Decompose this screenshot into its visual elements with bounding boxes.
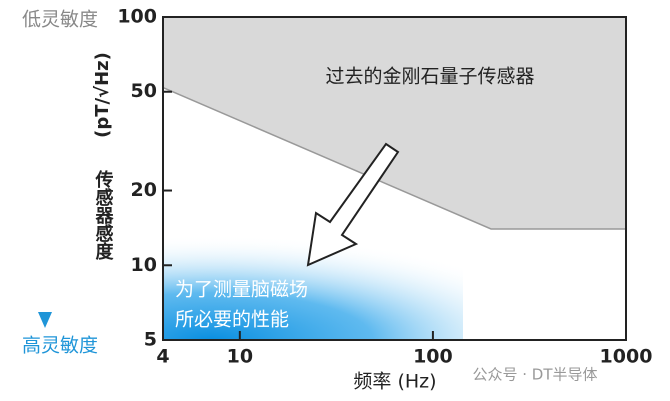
area [163,17,626,229]
watermark: 公众号 · DT半导体 [472,366,597,384]
x-tick-label: 10 [227,346,253,368]
annotation: 所必要的性能 [175,309,289,331]
x-tick-label: 100 [413,346,453,368]
y-tick-label: 100 [117,6,157,28]
y-unit: (pT/√Hz) [92,52,113,138]
annotation: 过去的金刚石量子传感器 [325,66,534,88]
target-glow [163,200,463,340]
y-tick-label: 5 [144,329,157,351]
low-label: 低灵敏度 [22,9,98,31]
x-label: 频率 (Hz) [353,371,436,393]
x-tick-label: 4 [156,346,169,368]
y-tick-label: 10 [131,254,157,276]
x-tick-label: 1000 [600,346,653,368]
y-tick-label: 50 [131,80,157,102]
high-label: 高灵敏度 [22,335,98,357]
annotation: 为了测量脑磁场 [175,279,308,301]
y-label: 传感器感度 [93,169,115,261]
plot-frame [162,16,627,341]
callout-arrow [306,142,400,267]
y-tick-label: 20 [131,179,157,201]
arrow-head [38,312,52,328]
boundary-line [163,86,626,230]
